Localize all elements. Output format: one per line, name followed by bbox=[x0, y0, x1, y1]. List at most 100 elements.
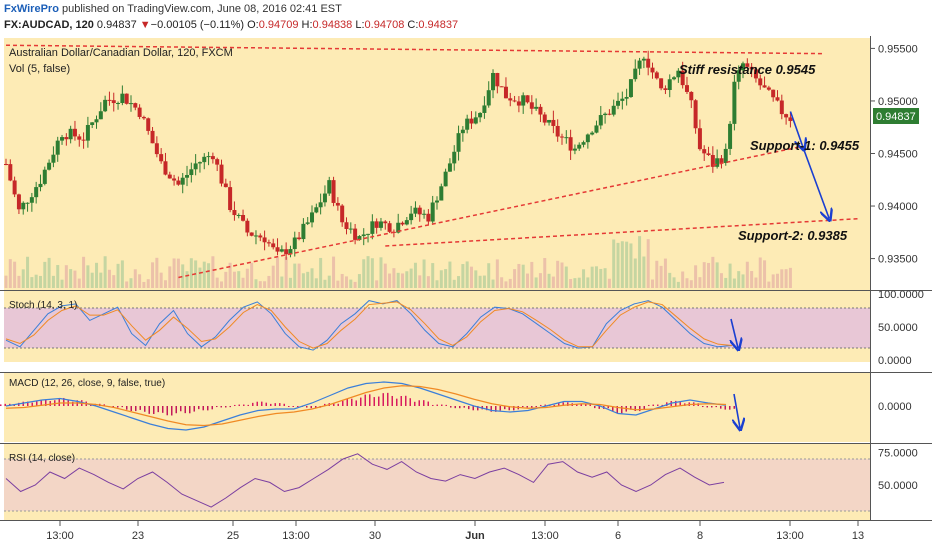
candle-body bbox=[85, 124, 90, 141]
volume-bar bbox=[603, 268, 607, 288]
volume-bar bbox=[452, 279, 456, 288]
candle-body bbox=[159, 154, 164, 162]
candle-body bbox=[482, 105, 487, 113]
volume-bar bbox=[357, 274, 361, 288]
candle-body bbox=[512, 100, 517, 102]
volume-bar bbox=[133, 269, 137, 288]
macd-histogram-bar bbox=[621, 406, 623, 414]
volume-bar bbox=[401, 273, 405, 288]
candle-body bbox=[422, 213, 427, 215]
macd-histogram-bar bbox=[369, 394, 371, 406]
volume-bar bbox=[327, 275, 331, 288]
brand-name[interactable]: FxWirePro bbox=[4, 3, 59, 15]
candle-body bbox=[684, 85, 689, 92]
macd-histogram-bar bbox=[324, 403, 326, 406]
volume-bar bbox=[448, 261, 452, 288]
macd-histogram-bar bbox=[562, 402, 564, 406]
trendlines[interactable] bbox=[5, 44, 860, 279]
candle-body bbox=[486, 90, 491, 106]
volume-bar bbox=[530, 261, 534, 288]
volume-bar bbox=[271, 265, 275, 288]
macd-histogram-bar bbox=[459, 406, 461, 409]
resistance-annotation: Stiff resistance 0.9545 bbox=[679, 62, 816, 77]
candle-body bbox=[111, 100, 116, 104]
volume-bar bbox=[534, 277, 538, 288]
volume-bar bbox=[750, 271, 754, 288]
macd-histogram-bar bbox=[346, 398, 348, 406]
candle-body bbox=[4, 164, 8, 165]
volume-bar bbox=[495, 259, 499, 288]
macd-histogram-bar bbox=[387, 392, 389, 406]
candle-body bbox=[47, 162, 52, 170]
volume-bar bbox=[202, 261, 206, 288]
candle-body bbox=[310, 212, 315, 223]
macd-histogram-bar bbox=[333, 403, 335, 406]
candle-body bbox=[29, 197, 34, 203]
candle-body bbox=[516, 101, 521, 106]
macd-histogram-bar bbox=[198, 406, 200, 410]
macd-histogram-bar bbox=[724, 406, 726, 410]
volume-bar bbox=[651, 279, 654, 288]
volume-bar bbox=[689, 280, 693, 288]
candle-body bbox=[788, 117, 793, 122]
chart-canvas[interactable]: 100.0000 50.0000 0.0000 0.0000 75.0000 50.0… bbox=[0, 36, 932, 550]
time-axis-label: 13:00 bbox=[46, 530, 74, 542]
candle-body bbox=[607, 113, 612, 115]
candle-body bbox=[383, 221, 388, 224]
candle-body bbox=[542, 114, 547, 123]
macd-histogram-bar bbox=[616, 406, 618, 414]
volume-bar bbox=[409, 268, 413, 288]
volume-bar bbox=[21, 269, 25, 288]
candle-body bbox=[749, 66, 754, 70]
volume-bar bbox=[263, 281, 267, 288]
volume-bar bbox=[288, 277, 292, 288]
support1-annotation: Support-1: 0.9455 bbox=[750, 138, 860, 153]
open-value: 0.94709 bbox=[258, 19, 299, 31]
candle-body bbox=[758, 78, 763, 86]
volume-bar bbox=[107, 269, 111, 288]
volume-bar bbox=[392, 268, 396, 288]
volume-bar bbox=[426, 276, 430, 288]
candle-body bbox=[163, 161, 168, 175]
volume-bar bbox=[676, 281, 680, 288]
macd-axis-label: 0.0000 bbox=[878, 401, 912, 413]
time-axis[interactable]: 13:00 23 25 13:00 30 Jun 13:00 6 8 13:00 13 bbox=[46, 521, 864, 542]
candle-body bbox=[154, 143, 159, 155]
volume-bar bbox=[694, 265, 698, 288]
candle-body bbox=[508, 98, 513, 101]
volume-bar bbox=[77, 278, 81, 288]
candle-body bbox=[271, 243, 276, 248]
candle-body bbox=[465, 118, 470, 130]
volume-bar bbox=[508, 278, 512, 288]
macd-histogram-bar bbox=[193, 406, 195, 412]
volume-bar bbox=[349, 279, 353, 288]
candle-body bbox=[124, 93, 129, 104]
price-axis-label: 0.94000 bbox=[878, 201, 918, 213]
candle-body bbox=[387, 223, 392, 232]
volume-bar bbox=[396, 272, 400, 288]
candle-body bbox=[491, 72, 496, 91]
volume-bar bbox=[732, 278, 736, 288]
volume-bar bbox=[245, 268, 249, 288]
stoch-series-%K bbox=[5, 300, 733, 351]
candle-body bbox=[568, 137, 573, 151]
rsi-axis-label: 75.0000 bbox=[878, 448, 918, 460]
volume-bar bbox=[211, 256, 215, 288]
volume-bar bbox=[241, 277, 245, 288]
volume-bar bbox=[314, 278, 318, 288]
candle-body bbox=[348, 228, 353, 230]
trendline-support2 bbox=[385, 217, 860, 247]
volume-bar bbox=[116, 263, 120, 288]
candle-body bbox=[400, 222, 405, 225]
rsi-label: RSI (14, close) bbox=[9, 453, 75, 464]
macd-histogram-bar bbox=[292, 406, 294, 407]
candle-body bbox=[598, 115, 603, 126]
candle-body bbox=[318, 202, 323, 208]
volume-bar bbox=[672, 277, 676, 288]
projection-arrow-2 bbox=[802, 147, 829, 218]
candle-body bbox=[262, 237, 267, 243]
volume-bar bbox=[56, 265, 60, 288]
trendline-resistance bbox=[5, 44, 825, 55]
price-axis[interactable]: 0.95500 0.95000 0.94500 0.94000 0.93500 bbox=[870, 43, 918, 266]
volume-bar bbox=[306, 271, 310, 288]
